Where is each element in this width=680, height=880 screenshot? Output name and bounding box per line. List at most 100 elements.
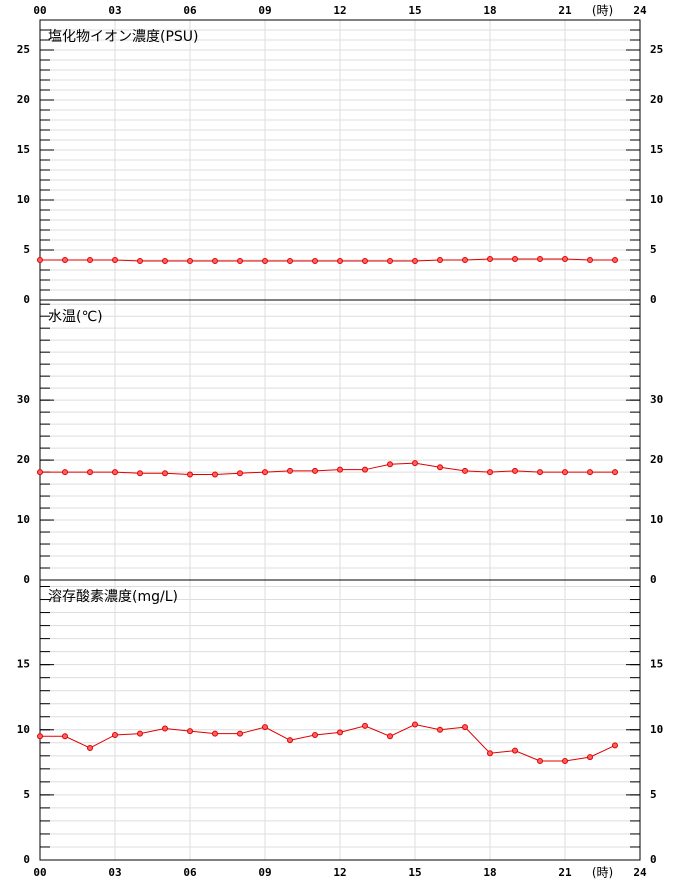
data-point xyxy=(487,256,493,262)
y-tick-label: 10 xyxy=(650,513,663,526)
x-tick-label: 21 xyxy=(558,4,572,17)
data-point xyxy=(187,728,193,735)
data-point xyxy=(437,257,443,263)
data-point xyxy=(312,467,318,474)
y-tick-label: 0 xyxy=(650,293,657,306)
x-tick-label: 03 xyxy=(108,866,121,879)
y-tick-label: 20 xyxy=(650,453,663,466)
data-point xyxy=(462,257,468,263)
data-point xyxy=(237,470,243,477)
data-point xyxy=(187,258,193,264)
data-point xyxy=(137,258,143,264)
x-tick-label: 12 xyxy=(333,4,346,17)
data-point xyxy=(337,729,343,736)
data-point xyxy=(387,258,393,264)
data-point xyxy=(512,467,518,474)
x-tick-label: 15 xyxy=(408,866,421,879)
data-point xyxy=(212,258,218,264)
data-point xyxy=(387,733,393,740)
y-tick-label: 30 xyxy=(650,393,663,406)
data-point xyxy=(437,464,443,471)
data-point xyxy=(137,470,143,477)
data-point xyxy=(412,258,418,264)
data-point xyxy=(212,471,218,478)
data-point xyxy=(112,257,118,263)
series-line xyxy=(40,462,615,475)
data-point xyxy=(212,730,218,737)
data-point xyxy=(162,258,168,264)
data-point xyxy=(237,258,243,264)
plot-frame xyxy=(39,579,641,861)
y-tick-label: 5 xyxy=(650,788,657,801)
data-point xyxy=(262,258,268,264)
data-point xyxy=(187,471,193,478)
y-tick-label: 5 xyxy=(650,243,657,256)
x-tick-label: 09 xyxy=(258,4,271,17)
x-tick-label: 18 xyxy=(483,866,496,879)
y-tick-label: 15 xyxy=(17,143,30,156)
y-tick-label: 30 xyxy=(17,393,30,406)
x-tick-label: 21 xyxy=(558,866,572,879)
x-tick-label: 06 xyxy=(183,866,197,879)
data-point xyxy=(337,258,343,264)
data-point xyxy=(362,466,368,473)
x-tick-label: 00 xyxy=(33,4,46,17)
data-point xyxy=(412,721,418,728)
data-point xyxy=(62,469,68,476)
x-tick-label: 24 xyxy=(633,866,647,879)
y-tick-label: 0 xyxy=(650,573,657,586)
y-tick-label: 10 xyxy=(650,193,663,206)
y-tick-label: 20 xyxy=(650,93,663,106)
data-point xyxy=(262,724,268,731)
data-point xyxy=(337,466,343,473)
panel-title: 塩化物イオン濃度(PSU) xyxy=(48,29,199,45)
data-point xyxy=(587,754,593,761)
data-point xyxy=(362,722,368,729)
panel-title: 水温(℃) xyxy=(48,309,103,325)
data-point xyxy=(462,467,468,474)
y-tick-label: 25 xyxy=(650,43,663,56)
y-tick-label: 0 xyxy=(650,853,657,866)
y-tick-label: 20 xyxy=(17,93,30,106)
x-tick-label: 12 xyxy=(333,866,346,879)
data-point xyxy=(112,469,118,476)
data-point xyxy=(112,731,118,738)
data-point xyxy=(162,725,168,732)
data-point xyxy=(37,733,43,740)
data-point xyxy=(587,257,593,263)
data-point xyxy=(287,467,293,474)
data-point xyxy=(612,257,618,263)
data-point xyxy=(237,730,243,737)
x-tick-label: 24 xyxy=(633,4,647,17)
data-point xyxy=(562,758,568,765)
data-point xyxy=(62,257,68,263)
y-tick-label: 10 xyxy=(17,193,30,206)
data-point xyxy=(537,469,543,476)
data-point xyxy=(487,469,493,476)
data-point xyxy=(537,758,543,765)
y-tick-label: 15 xyxy=(650,143,663,156)
panel-title: 溶存酸素濃度(mg/L) xyxy=(48,589,178,605)
data-point xyxy=(512,747,518,754)
data-point xyxy=(137,730,143,737)
y-tick-label: 0 xyxy=(23,573,30,586)
data-point xyxy=(62,733,68,740)
x-tick-label: 06 xyxy=(183,4,197,17)
data-point xyxy=(587,469,593,476)
y-tick-label: 0 xyxy=(23,853,30,866)
y-tick-label: 10 xyxy=(17,723,30,736)
data-point xyxy=(412,460,418,467)
data-point xyxy=(287,737,293,744)
series-line xyxy=(40,258,615,262)
y-tick-label: 15 xyxy=(650,658,663,671)
y-tick-label: 20 xyxy=(17,453,30,466)
y-tick-label: 25 xyxy=(17,43,30,56)
data-point xyxy=(437,726,443,733)
data-point xyxy=(512,256,518,262)
data-point xyxy=(562,256,568,262)
y-tick-label: 0 xyxy=(23,293,30,306)
data-point xyxy=(387,461,393,468)
data-point xyxy=(87,469,93,476)
data-point xyxy=(162,470,168,477)
